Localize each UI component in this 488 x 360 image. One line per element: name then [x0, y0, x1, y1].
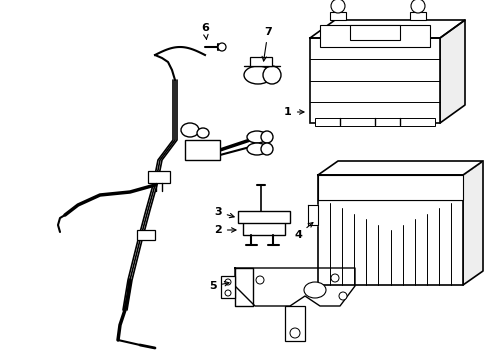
- Text: 6: 6: [201, 23, 208, 39]
- Ellipse shape: [244, 66, 271, 84]
- Ellipse shape: [304, 282, 325, 298]
- Circle shape: [410, 0, 424, 13]
- Polygon shape: [309, 20, 464, 38]
- Polygon shape: [439, 20, 464, 123]
- Polygon shape: [235, 268, 252, 306]
- Ellipse shape: [246, 143, 266, 155]
- Text: 3: 3: [214, 207, 234, 218]
- Circle shape: [330, 0, 345, 13]
- Circle shape: [224, 279, 230, 285]
- Bar: [319, 25, 429, 47]
- Polygon shape: [307, 205, 317, 225]
- Bar: [329, 12, 346, 20]
- Bar: [148, 171, 170, 183]
- Circle shape: [224, 290, 230, 296]
- Text: 2: 2: [214, 225, 236, 235]
- Circle shape: [256, 276, 264, 284]
- Bar: [238, 211, 289, 223]
- Bar: [249, 57, 271, 66]
- Text: 1: 1: [284, 107, 304, 117]
- Text: 5: 5: [209, 281, 228, 291]
- Ellipse shape: [261, 143, 272, 155]
- Bar: [184, 140, 220, 160]
- Ellipse shape: [263, 66, 281, 84]
- Bar: [349, 25, 399, 40]
- Polygon shape: [462, 161, 482, 285]
- Ellipse shape: [197, 128, 208, 138]
- Bar: [317, 175, 462, 200]
- Bar: [137, 230, 155, 240]
- Text: 4: 4: [293, 222, 312, 240]
- Bar: [314, 118, 434, 126]
- Polygon shape: [235, 268, 354, 306]
- Circle shape: [218, 43, 225, 51]
- Polygon shape: [317, 161, 482, 175]
- Bar: [409, 12, 425, 20]
- Bar: [221, 276, 235, 298]
- Circle shape: [338, 292, 346, 300]
- Ellipse shape: [261, 131, 272, 143]
- Bar: [309, 38, 439, 123]
- Ellipse shape: [246, 131, 266, 143]
- Bar: [243, 221, 285, 235]
- Text: 7: 7: [262, 27, 271, 61]
- Circle shape: [330, 274, 338, 282]
- Circle shape: [289, 328, 299, 338]
- Ellipse shape: [181, 123, 199, 137]
- Bar: [317, 175, 462, 285]
- Bar: [285, 306, 305, 341]
